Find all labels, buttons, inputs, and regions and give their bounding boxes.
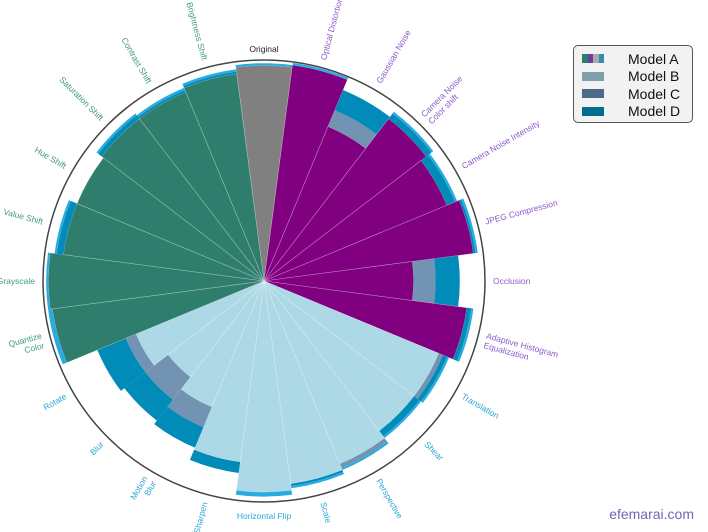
bar-model-a[interactable]	[263, 280, 343, 485]
category-label: MotionBlur	[128, 474, 158, 506]
category-label: Value Shift	[2, 206, 44, 226]
category-label: JPEG Compression	[484, 198, 559, 227]
bar-model-a[interactable]	[48, 252, 265, 310]
category-label: Scale	[318, 501, 333, 524]
bar-model-d[interactable]	[392, 111, 434, 153]
category-label: QuantizeColor	[7, 331, 45, 359]
category-label: Gaussian Noise	[374, 28, 413, 85]
bar-model-c[interactable]	[334, 89, 390, 135]
bar-model-b[interactable]	[414, 353, 443, 399]
watermark: efemarai.com	[609, 506, 694, 522]
bar-model-a[interactable]	[101, 118, 265, 282]
category-label: Camera NoiseColor shift	[419, 73, 472, 126]
bar-model-b[interactable]	[327, 110, 377, 149]
category-label: Adaptive HistogramEqualization	[483, 331, 560, 370]
legend-item-model-a[interactable]: Model A	[582, 50, 692, 68]
category-label: Contrast Shift	[119, 36, 154, 86]
outer-circle	[42, 59, 486, 503]
bar-model-d[interactable]	[428, 153, 458, 202]
legend-swatch	[582, 71, 604, 81]
bar-model-c[interactable]	[138, 89, 186, 119]
bar-model-c[interactable]	[97, 338, 146, 391]
bar-model-c[interactable]	[459, 199, 476, 254]
bar-model-d[interactable]	[136, 87, 185, 117]
category-label: Saturation Shift	[57, 74, 106, 123]
category-label: Horizontal Flip	[237, 511, 292, 521]
bar-model-a[interactable]	[263, 280, 415, 432]
bar-model-a[interactable]	[263, 118, 427, 282]
bar-model-a[interactable]	[235, 65, 293, 282]
category-label: Hue Shift	[33, 145, 69, 171]
legend-label: Model A	[628, 50, 679, 67]
bar-model-d[interactable]	[235, 63, 293, 68]
bar-model-a[interactable]	[263, 126, 367, 282]
bar-model-d[interactable]	[383, 400, 422, 439]
category-label: Grayscale	[0, 276, 35, 286]
bar-model-b[interactable]	[145, 354, 191, 400]
legend-swatch	[582, 106, 604, 116]
legend-item-model-d[interactable]: Model D	[582, 103, 692, 121]
category-label: Perspective	[374, 477, 405, 521]
category-label: Camera Noise Intensity	[460, 118, 542, 171]
bar-model-b[interactable]	[412, 258, 436, 304]
legend-label: Model C	[628, 85, 681, 102]
bar-model-c[interactable]	[379, 396, 420, 437]
legend-label: Model D	[628, 103, 681, 120]
bar-model-c[interactable]	[421, 155, 456, 206]
bar-model-c[interactable]	[417, 355, 447, 402]
bar-model-c[interactable]	[189, 449, 241, 473]
bar-model-d[interactable]	[54, 200, 71, 254]
bar-model-d[interactable]	[461, 198, 478, 254]
category-label: Rotate	[41, 391, 68, 412]
bar-model-d[interactable]	[235, 490, 293, 497]
bar-model-c[interactable]	[388, 113, 432, 157]
bar-model-a[interactable]	[183, 73, 265, 282]
bar-model-d[interactable]	[182, 69, 237, 86]
bar-model-c[interactable]	[124, 372, 173, 421]
category-label: Sharpen	[192, 501, 210, 532]
category-label: Shear	[422, 439, 445, 462]
legend-label: Model B	[628, 68, 680, 85]
bar-model-d[interactable]	[96, 113, 137, 154]
category-label: Original	[249, 44, 278, 54]
legend-swatch	[582, 89, 604, 99]
legend-item-model-c[interactable]: Model C	[582, 85, 692, 103]
legend: Model A Model B Model C Model D	[573, 45, 693, 123]
bar-model-c[interactable]	[453, 307, 472, 361]
bar-model-d[interactable]	[48, 308, 67, 365]
bar-model-d[interactable]	[46, 252, 51, 310]
category-label: Optical Distortion	[318, 0, 344, 61]
legend-swatch	[582, 54, 604, 64]
bar-model-b[interactable]	[125, 334, 155, 373]
bar-model-c[interactable]	[154, 406, 204, 448]
bar-model-d[interactable]	[421, 356, 449, 403]
bar-model-c[interactable]	[98, 115, 140, 157]
category-label: Blur	[88, 439, 106, 457]
category-label: Translation	[460, 391, 501, 421]
category-label: Occlusion	[493, 276, 531, 286]
bar-model-c[interactable]	[56, 201, 78, 255]
category-label: Brightness Shift	[184, 1, 209, 62]
bar-model-b[interactable]	[339, 438, 388, 468]
bar-model-d[interactable]	[457, 308, 474, 362]
bar-model-a[interactable]	[263, 64, 348, 282]
bar-model-a[interactable]	[76, 157, 265, 282]
bar-model-c[interactable]	[290, 470, 344, 487]
bar-model-b[interactable]	[167, 389, 212, 428]
legend-item-model-b[interactable]: Model B	[582, 68, 692, 86]
bar-model-d[interactable]	[290, 472, 344, 489]
bar-model-d[interactable]	[341, 441, 389, 471]
bar-model-d[interactable]	[292, 62, 349, 80]
bar-model-a[interactable]	[62, 203, 265, 282]
bar-model-c[interactable]	[183, 71, 237, 88]
bar-model-a[interactable]	[263, 280, 468, 360]
bar-model-c[interactable]	[434, 255, 460, 307]
bar-model-a[interactable]	[236, 280, 292, 493]
